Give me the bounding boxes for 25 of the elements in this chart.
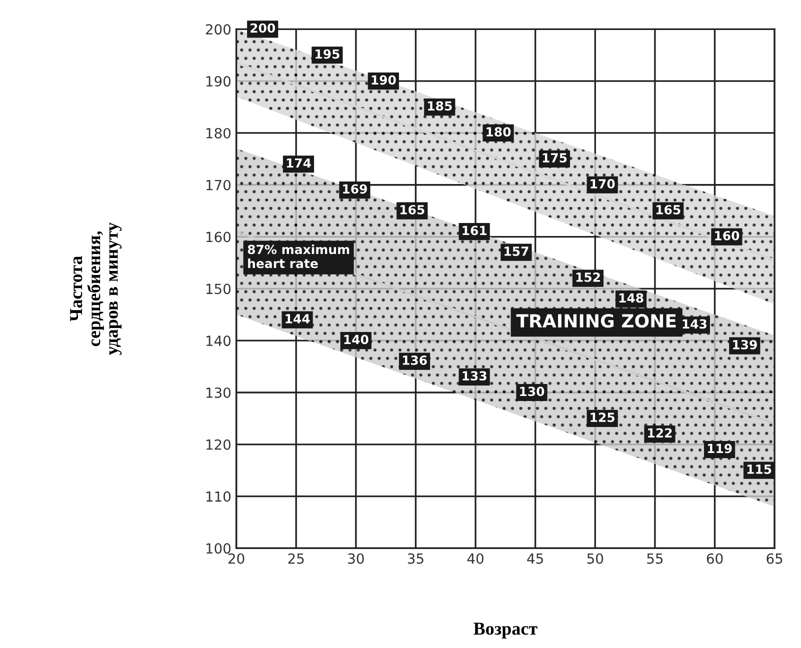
x-tick-label: 65 [766, 553, 782, 564]
y-tick-label: 180 [206, 128, 231, 138]
x-tick-label: 60 [706, 553, 723, 564]
y-tick-label: 120 [206, 439, 231, 450]
x-tick-label: 45 [527, 553, 543, 564]
x-tick-label: 55 [647, 553, 663, 564]
y-tick-label: 150 [206, 284, 231, 294]
y-tick-label: 160 [206, 232, 231, 242]
y-tick-label: 200 [206, 24, 231, 35]
x-tick-label: 40 [467, 553, 484, 564]
y-tick-label: 100 [206, 543, 231, 554]
x-axis-title: Возраст [474, 622, 538, 638]
x-tick-label: 50 [587, 553, 604, 564]
x-tick-label: 20 [228, 553, 244, 564]
x-tick-label: 30 [348, 553, 364, 564]
y-tick-label: 170 [206, 180, 231, 190]
y-tick-label: 110 [206, 491, 231, 502]
x-tick-label: 25 [288, 553, 304, 564]
annotation: 87% maximum heart rate [248, 244, 350, 268]
y-tick-label: 130 [206, 387, 231, 398]
y-tick-label: 140 [206, 336, 231, 346]
x-tick-label: 35 [408, 553, 424, 564]
y-axis-title: Частота сердцебиения, ударов в минуту [70, 222, 122, 355]
annotation: TRAINING ZONE [516, 314, 676, 328]
y-tick-label: 190 [206, 76, 231, 87]
